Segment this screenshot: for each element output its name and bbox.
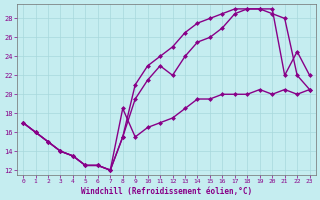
X-axis label: Windchill (Refroidissement éolien,°C): Windchill (Refroidissement éolien,°C) [81, 187, 252, 196]
